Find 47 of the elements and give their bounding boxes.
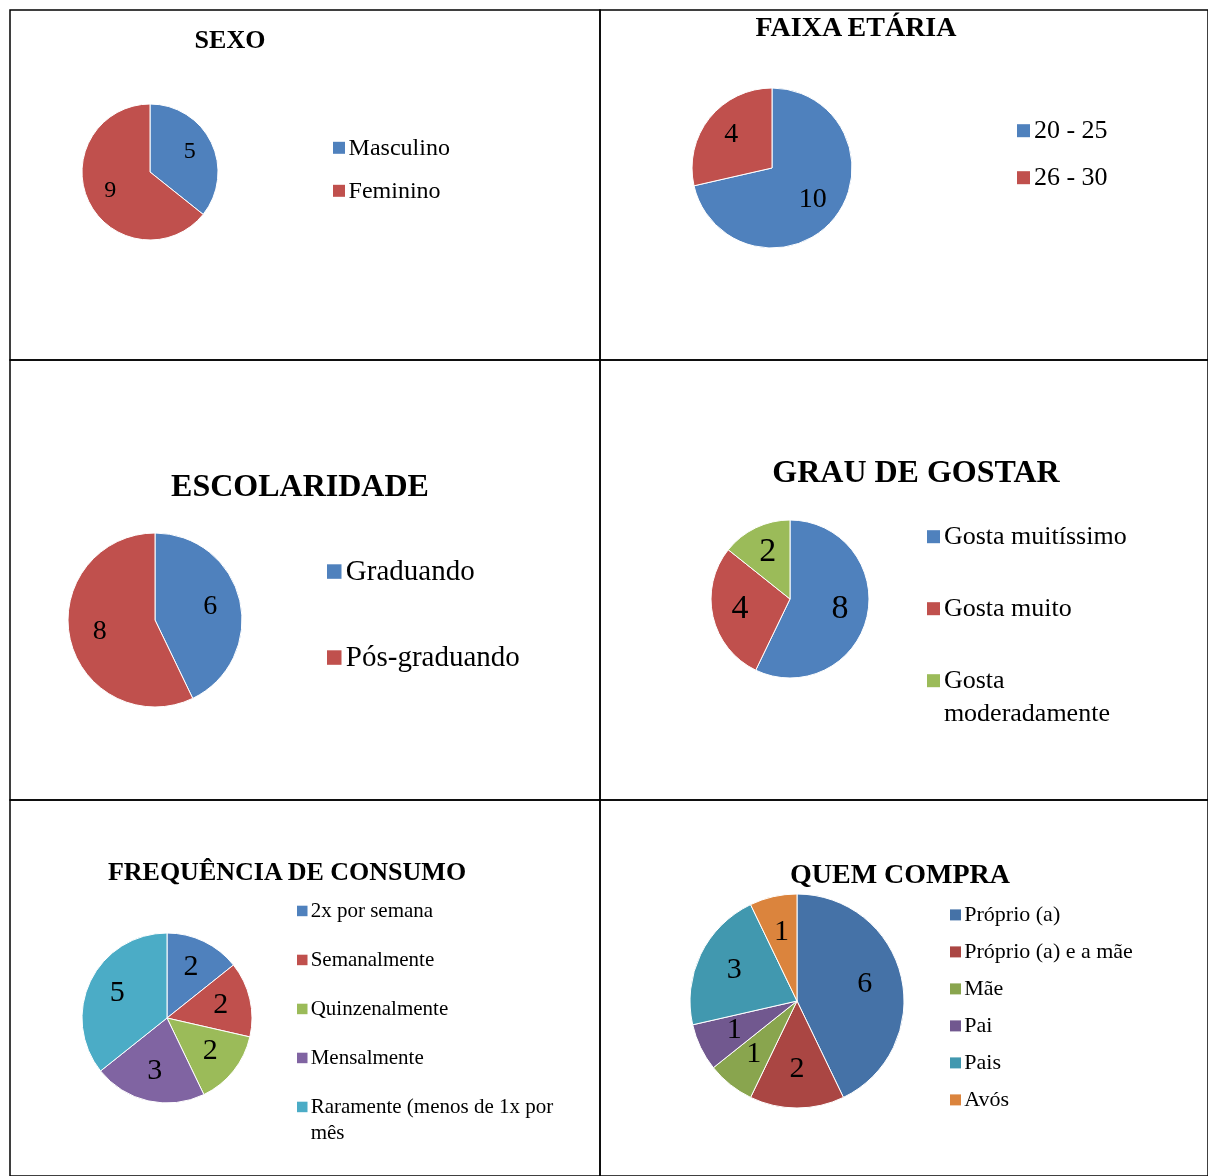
legend-label: Gosta muitíssimo bbox=[943, 520, 1127, 550]
legend-label: Avós bbox=[964, 1086, 1010, 1112]
data-label: 10 bbox=[798, 181, 827, 213]
data-label: 1 bbox=[726, 1011, 742, 1045]
chart-title: SEXO bbox=[194, 24, 266, 54]
legend-label: Raramente (menos de 1x por mês bbox=[310, 1093, 554, 1145]
data-label: 1 bbox=[774, 913, 790, 947]
legend-label: 26 - 30 bbox=[1033, 161, 1108, 191]
legend-label: Mensalmente bbox=[310, 1044, 424, 1069]
data-label: 2 bbox=[202, 1032, 218, 1066]
data-label: 3 bbox=[726, 950, 742, 984]
data-label: 1 bbox=[746, 1035, 762, 1069]
data-label: 5 bbox=[109, 973, 125, 1007]
legend-label: Graduando bbox=[345, 553, 475, 586]
data-label: 8 bbox=[831, 588, 849, 626]
legend-label: Quinzenalmente bbox=[310, 995, 449, 1020]
legend-label: Pós-graduando bbox=[345, 639, 520, 672]
legend-label: Feminino bbox=[348, 176, 441, 203]
data-label: 6 bbox=[203, 588, 218, 620]
chart-title: QUEM COMPRA bbox=[789, 858, 1011, 890]
data-label: 2 bbox=[759, 530, 777, 568]
legend-label: 20 - 25 bbox=[1033, 114, 1108, 144]
legend-label: Semanalmente bbox=[310, 946, 435, 971]
legend-label: Próprio (a) e a mãe bbox=[964, 938, 1133, 964]
data-label: 9 bbox=[104, 175, 117, 202]
legend-label: Pais bbox=[964, 1049, 1001, 1075]
legend-label: 2x por semana bbox=[310, 897, 434, 922]
text: FREQUÊNCIA DE CONSUMO bbox=[107, 856, 467, 886]
data-label: 4 bbox=[731, 588, 749, 626]
data-label: 3 bbox=[147, 1051, 163, 1085]
legend-label: Masculino bbox=[348, 133, 450, 160]
data-label: 4 bbox=[724, 117, 739, 148]
legend-label: Gosta muito bbox=[943, 592, 1072, 622]
data-label: 8 bbox=[92, 614, 107, 646]
chart-title: GRAU DE GOSTAR bbox=[772, 453, 1061, 490]
chart-title: ESCOLARIDADE bbox=[171, 467, 429, 504]
data-label: 5 bbox=[183, 137, 196, 164]
legend-label: Pai bbox=[964, 1012, 993, 1038]
data-label: 2 bbox=[789, 1050, 805, 1084]
data-label: 6 bbox=[857, 965, 873, 999]
pie-slice bbox=[693, 87, 853, 249]
chart-title: FAIXA ETÁRIA bbox=[755, 11, 958, 43]
legend-label: Gosta moderadamente bbox=[943, 664, 1110, 727]
data-label: 2 bbox=[213, 985, 229, 1019]
legend-label: Próprio (a) bbox=[964, 901, 1061, 927]
legend-label: Mãe bbox=[964, 975, 1004, 1001]
data-label: 2 bbox=[183, 948, 199, 982]
